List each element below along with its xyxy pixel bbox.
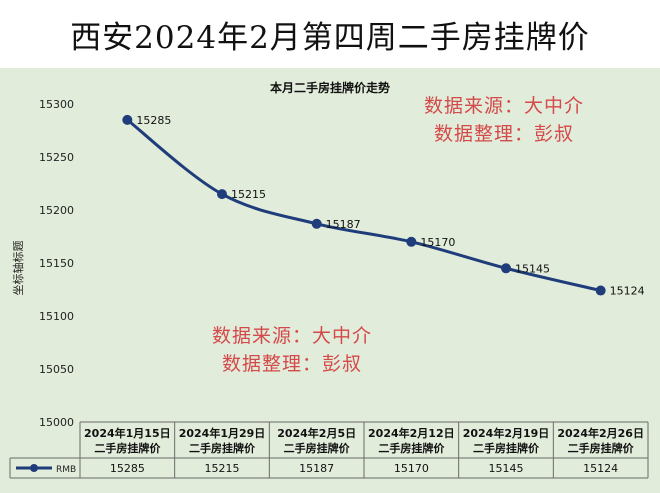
table-value-cell: 15170 <box>394 462 429 475</box>
table-value-cell: 15215 <box>205 462 240 475</box>
y-tick-label: 15000 <box>39 416 74 429</box>
data-label: 15145 <box>515 262 550 275</box>
table-header-date: 2024年1月15日 <box>84 426 171 440</box>
watermark-top-right: 数据来源：大中介 数据整理：彭叔 <box>424 92 584 148</box>
watermark-source: 数据来源：大中介 <box>424 95 585 117</box>
table-header-date: 2024年2月19日 <box>463 426 550 440</box>
y-tick-label: 15050 <box>39 363 74 376</box>
data-point <box>122 114 133 125</box>
table-header-date: 2024年2月12日 <box>368 426 455 440</box>
data-point <box>406 236 417 247</box>
table-value-cell: 15145 <box>489 462 524 475</box>
legend-series-name: RMB <box>56 465 76 475</box>
table-header-label: 二手房挂牌价 <box>94 441 161 455</box>
chart-title: 本月二手房挂牌价走势 <box>270 80 390 95</box>
legend-marker <box>30 464 38 472</box>
y-tick-label: 15300 <box>39 98 74 111</box>
data-label: 15187 <box>326 218 361 231</box>
data-point <box>311 218 322 229</box>
data-label: 15285 <box>136 114 171 127</box>
table-header-label: 二手房挂牌价 <box>189 441 256 455</box>
watermark-center: 数据来源：大中介 数据整理：彭叔 <box>212 322 372 378</box>
table-value-cell: 15124 <box>583 462 618 475</box>
page-title: 西安2024年2月第四周二手房挂牌价 <box>70 19 590 56</box>
data-label: 15215 <box>231 188 266 201</box>
table-header-date: 2024年2月26日 <box>557 426 644 440</box>
data-point <box>595 285 606 296</box>
series-line <box>126 118 602 293</box>
header: 西安2024年2月第四周二手房挂牌价 <box>0 0 660 68</box>
data-point <box>217 189 227 200</box>
watermark-source: 数据来源：大中介 <box>212 325 373 347</box>
data-point <box>501 263 511 274</box>
data-label: 15124 <box>610 285 645 298</box>
table-header-date: 2024年1月29日 <box>179 426 266 440</box>
table-header-date: 2024年2月5日 <box>277 426 356 440</box>
y-tick-label: 15250 <box>39 151 74 164</box>
table-value-cell: 15285 <box>110 462 145 475</box>
y-tick-label: 15100 <box>39 310 74 323</box>
chart-area: 本月二手房挂牌价走势坐标轴标题 15000 15050 15100 15150 15200… <box>0 68 660 493</box>
table-header-label: 二手房挂牌价 <box>284 441 351 455</box>
watermark-editor: 数据整理：彭叔 <box>434 123 575 145</box>
table-header-label: 二手房挂牌价 <box>473 441 540 455</box>
table-header-label: 二手房挂牌价 <box>568 441 635 455</box>
table-value-cell: 15187 <box>299 462 334 475</box>
data-label: 15170 <box>420 236 455 249</box>
y-axis-title: 坐标轴标题 <box>11 241 25 296</box>
table-header-label: 二手房挂牌价 <box>378 441 445 455</box>
y-tick-label: 15200 <box>39 204 74 217</box>
y-tick-label: 15150 <box>39 257 74 270</box>
watermark-editor: 数据整理：彭叔 <box>222 353 363 375</box>
